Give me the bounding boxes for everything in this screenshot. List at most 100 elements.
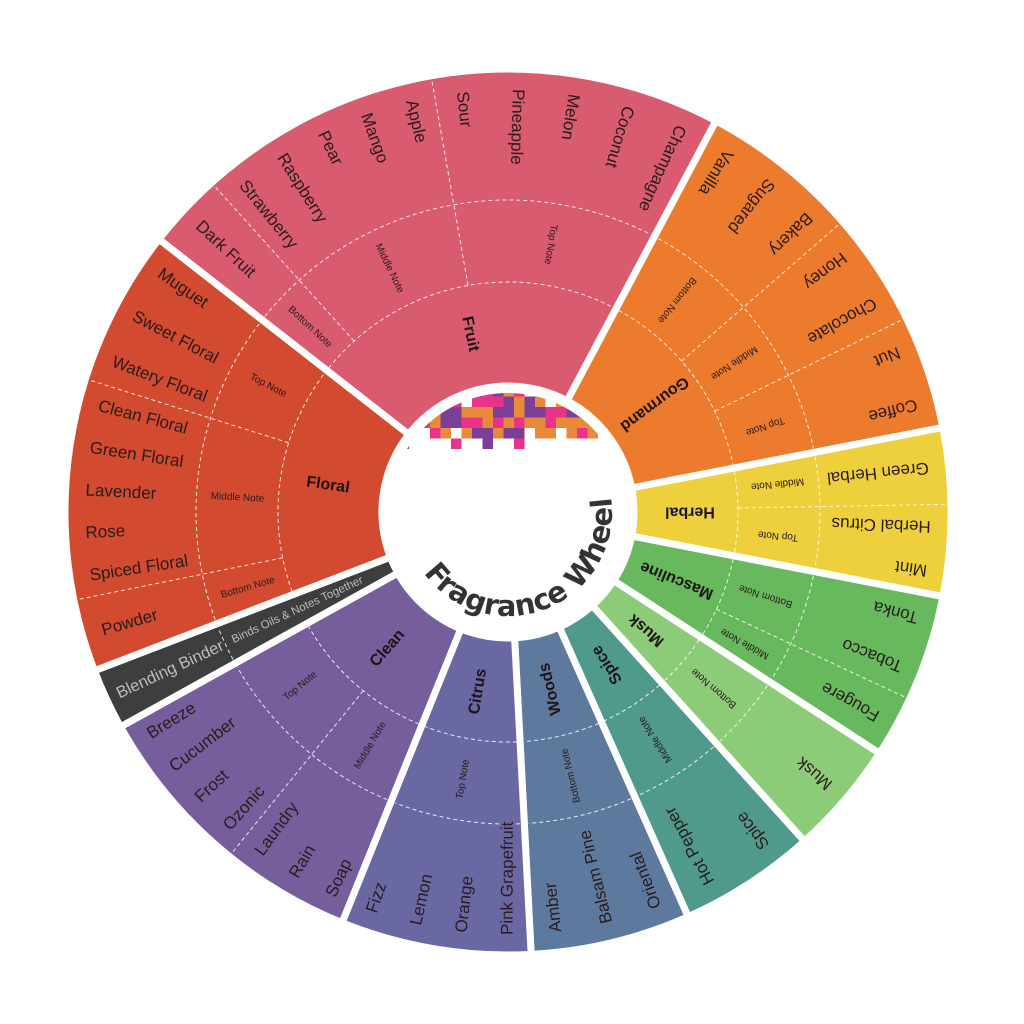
note-divider — [73, 557, 283, 601]
category-label: Herbal — [665, 504, 715, 521]
ring-divider — [217, 627, 234, 660]
mosaic-pixel — [514, 417, 525, 428]
ring-divider — [719, 685, 768, 742]
ring-divider — [638, 746, 714, 796]
mosaic-pixel — [503, 428, 514, 439]
mosaic-pixel — [524, 396, 535, 407]
note-divider — [430, 75, 469, 286]
mosaic-pixel — [514, 438, 525, 449]
mosaic-pixel — [493, 393, 504, 397]
note-divider — [211, 182, 355, 342]
mosaic-pixel — [566, 417, 577, 428]
ring-divider — [618, 310, 734, 466]
ring-divider — [328, 281, 614, 369]
mosaic-pixel — [545, 407, 556, 418]
ring-divider — [307, 626, 420, 725]
mosaic-pixel — [451, 438, 462, 449]
mosaic-pixel — [430, 428, 441, 439]
mosaic-pixel — [461, 428, 472, 439]
mosaic-pixel — [472, 396, 483, 407]
ring-divider — [604, 684, 660, 722]
mosaic-pixel — [514, 428, 525, 439]
ring-divider — [277, 372, 326, 592]
mosaic-pixel — [493, 407, 504, 418]
mosaic-pixel — [482, 417, 493, 428]
ring-divider — [663, 639, 700, 682]
mosaic-pixel — [482, 396, 493, 407]
mosaic-pixel — [503, 407, 514, 418]
scent-item[interactable]: Mint — [893, 557, 928, 580]
scent-item[interactable]: Lavender — [85, 480, 157, 503]
note-divider — [737, 503, 951, 509]
mosaic-pixel — [472, 417, 483, 428]
mosaic-pixel — [545, 428, 556, 439]
mosaic-pixel — [535, 396, 546, 407]
ring-divider — [523, 722, 599, 742]
mosaic-pixel — [493, 428, 504, 439]
center-circle — [382, 386, 634, 638]
mosaic-pixel — [482, 393, 493, 397]
scent-item[interactable]: Herbal Citrus — [831, 514, 931, 536]
mosaic-pixel — [472, 407, 483, 418]
mosaic-pixel — [556, 417, 567, 428]
ring-divider — [771, 575, 814, 679]
mosaic-pixel — [535, 428, 546, 439]
ring-divider — [236, 666, 388, 801]
note-label: Middle Note — [210, 491, 264, 505]
mosaic-pixel — [524, 417, 535, 428]
note-divider — [85, 378, 289, 444]
mosaic-pixel — [514, 396, 525, 407]
mosaic-pixel — [503, 396, 514, 407]
ring-divider — [814, 456, 821, 568]
mosaic-pixel — [503, 417, 514, 428]
mosaic-pixel — [472, 428, 483, 439]
mosaic-pixel — [440, 407, 451, 418]
ring-divider — [195, 323, 260, 620]
mosaic-pixel — [451, 417, 462, 428]
ring-divider — [658, 238, 814, 449]
ring-divider — [528, 798, 632, 824]
ring-divider — [424, 725, 517, 743]
scent-item[interactable]: Rose — [85, 521, 126, 542]
mosaic-pixel — [535, 407, 546, 418]
mosaic-pixel — [577, 428, 588, 439]
mosaic-pixel — [461, 407, 472, 418]
note-divider — [228, 690, 364, 857]
mosaic-pixel — [503, 393, 514, 397]
mosaic-pixel — [493, 417, 504, 428]
note-divider — [681, 220, 843, 362]
mosaic-pixel — [493, 396, 504, 407]
mosaic-pixel — [556, 407, 567, 418]
mosaic-pixel — [514, 393, 525, 397]
mosaic-pixel — [482, 407, 493, 418]
note-divider — [714, 317, 907, 412]
mosaic-pixel — [514, 407, 525, 418]
mosaic-pixel — [430, 417, 441, 428]
mosaic-pixel — [587, 428, 598, 439]
ring-divider — [264, 199, 651, 317]
mosaic-pixel — [451, 407, 462, 418]
mosaic-pixel — [524, 407, 535, 418]
mosaic-pixel — [482, 428, 493, 439]
mosaic-pixel — [461, 417, 472, 428]
mosaic-pixel — [577, 417, 588, 428]
category-label: Floral — [305, 473, 351, 496]
mosaic-pixel — [482, 438, 493, 449]
mosaic-pixel — [566, 428, 577, 439]
mosaic-pixel — [440, 417, 451, 428]
mosaic-pixel — [566, 407, 577, 418]
note-divider — [716, 608, 910, 700]
scent-item[interactable]: Sour — [453, 90, 476, 128]
note-label: Top Note — [757, 528, 798, 542]
mosaic-pixel — [545, 417, 556, 428]
mosaic-pixel — [440, 428, 451, 439]
scent-item[interactable]: Pineapple — [507, 89, 528, 165]
ring-divider — [394, 802, 520, 825]
scent-item[interactable]: Pink Grapefruit — [498, 821, 517, 935]
